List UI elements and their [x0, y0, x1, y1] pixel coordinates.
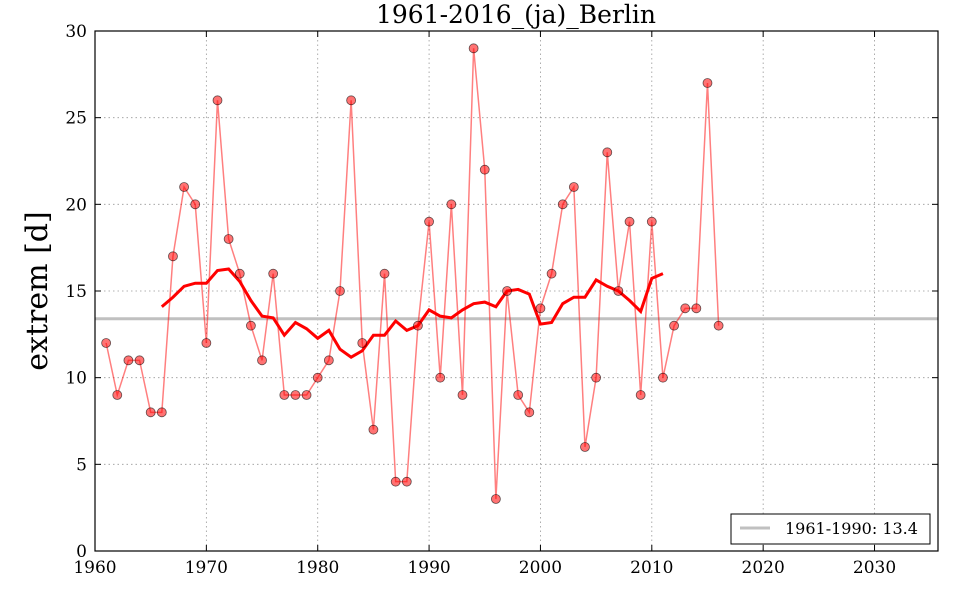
data-point — [101, 338, 112, 348]
x-tick-label: 2010 — [630, 558, 673, 578]
y-tick-label: 20 — [65, 195, 87, 215]
data-point — [691, 303, 702, 314]
data-point — [535, 303, 546, 314]
data-point — [546, 268, 557, 279]
data-point — [669, 320, 679, 331]
y-tick-label: 10 — [65, 369, 87, 389]
data-point — [134, 355, 145, 366]
data-point — [457, 390, 468, 400]
data-point — [234, 268, 245, 279]
y-tick-label: 25 — [65, 109, 87, 129]
data-point — [513, 390, 524, 400]
data-point — [413, 320, 423, 331]
data-point — [424, 216, 434, 227]
data-point — [713, 320, 724, 331]
legend-label-baseline: 1961-1990: 13.4 — [785, 519, 918, 538]
y-tick-label: 15 — [65, 282, 87, 302]
data-point — [112, 390, 123, 400]
data-point — [379, 268, 390, 279]
data-point — [123, 355, 134, 366]
x-tick-label: 2030 — [853, 558, 896, 578]
y-axis-label: extrem [d] — [20, 211, 55, 370]
data-point — [179, 182, 189, 192]
data-point — [658, 372, 668, 383]
data-point — [212, 95, 223, 106]
data-point — [502, 286, 512, 296]
data-point — [702, 78, 713, 88]
y-tick-label: 30 — [65, 22, 87, 42]
x-tick-label: 1990 — [407, 558, 450, 578]
axis-ticks: 1960 1970 1980 1990 2000 2010 2020 203005101520… — [65, 22, 938, 578]
data-point — [168, 251, 178, 262]
data-point — [279, 390, 290, 400]
y-tick-label: 5 — [76, 455, 87, 475]
data-point — [568, 182, 579, 192]
data-point — [223, 234, 234, 244]
data-point — [156, 407, 167, 418]
data-point — [257, 355, 267, 366]
data-point — [435, 372, 446, 383]
plot-marks — [95, 43, 938, 504]
data-point — [301, 390, 312, 400]
chart-title: 1961-2016_(ja)_Berlin — [376, 0, 656, 29]
data-point — [401, 476, 412, 487]
data-point — [646, 216, 657, 227]
y-tick-label: 0 — [76, 542, 87, 562]
data-point — [346, 95, 357, 106]
data-point — [268, 268, 279, 279]
legend: 1961-1990: 13.4 — [730, 513, 931, 545]
data-point — [468, 43, 479, 54]
data-point — [290, 390, 301, 400]
data-point — [446, 199, 457, 210]
data-point — [624, 216, 635, 227]
annual-series-line — [105, 48, 720, 500]
data-point — [602, 147, 613, 158]
data-point — [390, 476, 401, 487]
data-point — [490, 494, 501, 504]
data-point — [246, 320, 256, 331]
data-point — [680, 303, 691, 314]
moving-average-line — [160, 267, 664, 359]
data-point — [368, 424, 379, 435]
data-point — [580, 442, 590, 452]
data-point — [323, 355, 334, 366]
data-point — [357, 338, 368, 348]
data-point — [635, 390, 646, 400]
x-tick-label: 1970 — [185, 558, 228, 578]
data-point — [591, 372, 602, 383]
data-point — [190, 199, 201, 210]
data-point — [145, 407, 156, 418]
data-point — [524, 407, 535, 418]
data-point — [557, 199, 568, 210]
data-point — [335, 286, 345, 296]
data-point — [312, 372, 323, 383]
data-point — [201, 338, 212, 348]
x-tick-label: 2000 — [519, 558, 562, 578]
data-point — [613, 286, 624, 296]
x-tick-label: 1960 — [73, 558, 116, 578]
x-tick-label: 2020 — [742, 558, 785, 578]
data-point — [479, 164, 490, 175]
x-tick-label: 1980 — [296, 558, 339, 578]
